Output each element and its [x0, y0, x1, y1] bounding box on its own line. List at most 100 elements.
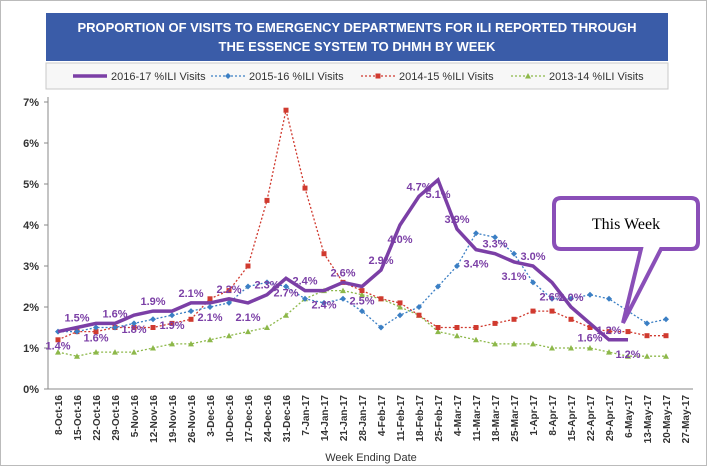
point [74, 328, 80, 335]
x-tick-label: 22-Apr-17 [586, 395, 597, 442]
x-tick-label: 5-Nov-16 [130, 395, 141, 438]
point [150, 325, 156, 330]
data-label: 2.9% [368, 255, 393, 267]
point [663, 316, 669, 323]
x-tick-label: 8-Apr-17 [548, 395, 559, 436]
point [283, 107, 289, 113]
y-tick-label: 1% [23, 343, 39, 355]
data-label: 2.3% [254, 280, 279, 292]
point [473, 230, 479, 237]
legend-marker [525, 73, 531, 79]
x-tick-label: 11-Feb-17 [396, 395, 407, 442]
data-label: 2.7% [273, 287, 298, 299]
x-tick-label: 15-Apr-17 [567, 395, 578, 442]
x-tick-label: 13-May-17 [643, 395, 654, 444]
data-label: 3.4% [463, 259, 488, 271]
point [435, 328, 441, 335]
data-label: 2.6% [539, 291, 564, 303]
point [245, 263, 251, 269]
data-label: 1.9% [159, 320, 184, 332]
point [454, 332, 460, 339]
point [568, 295, 574, 302]
x-tick-label: 15-Oct-16 [73, 395, 84, 441]
legend-label: 2016-17 %ILI Visits [111, 71, 206, 83]
y-tick-label: 3% [23, 261, 39, 273]
x-tick-label: 18-Mar-17 [491, 395, 502, 442]
point [226, 299, 232, 306]
point [188, 308, 194, 315]
y-tick-label: 4% [23, 220, 39, 232]
point [492, 320, 498, 326]
point [435, 325, 441, 330]
data-label: 4.0% [387, 234, 412, 246]
data-label: 4.7% [406, 181, 431, 193]
x-tick-label: 29-Apr-17 [605, 395, 616, 442]
point [55, 349, 61, 355]
point [93, 324, 99, 331]
point [340, 287, 346, 294]
point [359, 288, 365, 294]
callout [552, 196, 700, 324]
point [587, 345, 593, 351]
x-tick-label: 27-May-17 [681, 395, 692, 444]
point [131, 325, 137, 330]
point [302, 185, 308, 191]
data-label: 2.1% [197, 312, 222, 324]
series-line [57, 176, 628, 342]
point [359, 291, 365, 298]
x-tick-label: 7-Jan-17 [301, 395, 312, 436]
data-label: 3.9% [444, 214, 469, 226]
point [435, 283, 441, 290]
point [549, 295, 555, 302]
point [473, 336, 479, 343]
x-tick-label: 22-Oct-16 [92, 395, 103, 441]
point [321, 251, 327, 257]
x-tick-label: 28-Jan-17 [358, 395, 369, 442]
legend-label: 2013-14 %ILI Visits [549, 71, 644, 83]
point [226, 288, 232, 294]
point [397, 300, 403, 306]
x-tick-label: 29-Oct-16 [111, 395, 122, 441]
data-label: 2.2% [216, 284, 241, 296]
point [55, 337, 61, 343]
x-tick-label: 4-Feb-17 [377, 395, 388, 437]
point [264, 197, 270, 203]
point [530, 279, 536, 286]
point [663, 333, 669, 339]
callout-text: This Week [592, 216, 660, 233]
point [264, 279, 270, 286]
point [644, 353, 650, 359]
point [511, 316, 517, 322]
x-tick-label: 1-Apr-17 [529, 395, 540, 436]
data-label: 1.6% [102, 308, 127, 320]
x-axis-title: Week Ending Date [325, 452, 417, 464]
point [93, 349, 99, 355]
y-tick-label: 0% [23, 384, 39, 396]
data-label: 2.1% [178, 288, 203, 300]
x-tick-label: 19-Nov-16 [168, 395, 179, 443]
point [378, 296, 384, 302]
data-label: 2.4% [311, 300, 336, 312]
point [511, 250, 517, 257]
data-label: 2.4% [292, 276, 317, 288]
data-label: 2.0% [558, 292, 583, 304]
point [625, 329, 631, 335]
data-label: 1.4% [45, 341, 70, 353]
point [283, 312, 289, 318]
point [454, 263, 460, 269]
point [378, 324, 384, 331]
data-label: 5.1% [425, 189, 450, 201]
y-tick-label: 5% [23, 179, 39, 191]
point [169, 340, 175, 347]
data-label: 2.5% [349, 296, 374, 308]
point [587, 325, 593, 330]
data-label: 1.9% [140, 296, 165, 308]
point [302, 295, 308, 302]
point [112, 324, 118, 331]
legend-marker [225, 73, 231, 79]
point [416, 304, 422, 310]
x-tick-label: 25-Mar-17 [510, 395, 521, 442]
point [321, 299, 327, 306]
